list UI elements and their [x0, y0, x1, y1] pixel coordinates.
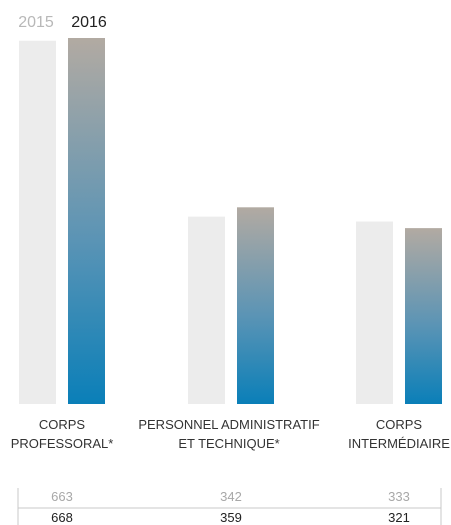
category-label-2-0: CORPS: [376, 417, 423, 432]
value-2015-1: 342: [220, 489, 242, 504]
category-label-0-0: CORPS: [39, 417, 86, 432]
bar-2015-0: [19, 40, 56, 404]
value-2016-1: 359: [220, 510, 242, 525]
legend-label-2016: 2016: [71, 14, 107, 31]
bar-2016-0: [68, 38, 105, 404]
bar-2015-2: [356, 221, 393, 404]
category-label-2-1: INTERMÉDIAIRE: [348, 436, 450, 451]
value-2016-0: 668: [51, 510, 73, 525]
category-label-1-1: ET TECHNIQUE*: [178, 436, 279, 451]
legend: 2015 2016: [18, 14, 107, 31]
bars: [19, 38, 442, 404]
value-2015-2: 333: [388, 489, 410, 504]
value-2016-2: 321: [388, 510, 410, 525]
bar-2016-2: [405, 228, 442, 404]
value-2015-0: 663: [51, 489, 73, 504]
values-table: 663 668 342 359 333 321: [17, 488, 442, 525]
category-label-0-1: PROFESSORAL*: [11, 436, 114, 451]
category-labels: CORPS PROFESSORAL* PERSONNEL ADMINISTRATIF…: [11, 417, 451, 451]
bar-2015-1: [188, 216, 225, 404]
legend-label-2015: 2015: [18, 14, 54, 31]
category-label-1-0: PERSONNEL ADMINISTRATIF: [138, 417, 319, 432]
bar-2016-1: [237, 207, 274, 404]
